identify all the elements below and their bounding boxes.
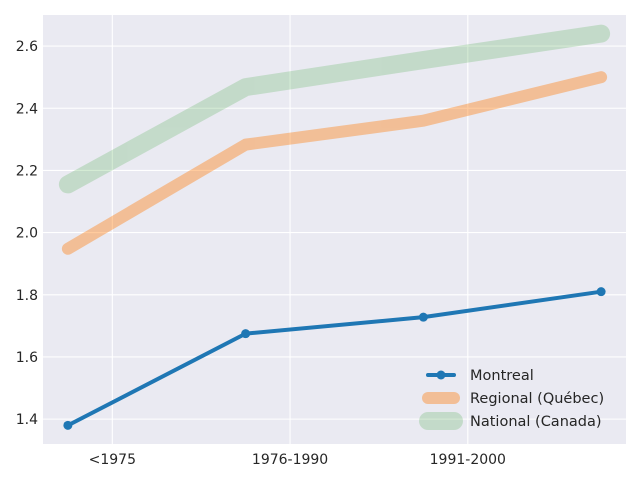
y-tick-label: 1.6 xyxy=(16,350,38,366)
y-tick-label: 2.0 xyxy=(16,226,38,242)
data-point-montreal xyxy=(241,329,251,339)
series-montreal xyxy=(63,287,606,430)
data-point-national-canada xyxy=(64,180,72,189)
data-point-montreal xyxy=(63,420,73,430)
y-tick-label: 2.4 xyxy=(16,101,38,117)
legend-label: Regional (Québec) xyxy=(470,391,604,407)
data-point-montreal xyxy=(596,287,606,297)
legend-item-national-canada xyxy=(419,412,463,430)
y-tick-label: 1.8 xyxy=(16,288,38,304)
data-point-regional-qu-bec xyxy=(63,244,72,253)
legend: Montreal Regional (Québec) National (Canad… xyxy=(419,368,604,430)
y-tick-label: 2.2 xyxy=(16,163,38,179)
series-line-national-canada xyxy=(58,24,611,194)
data-point-montreal xyxy=(418,312,428,322)
x-tick-label: 1976-1990 xyxy=(252,452,328,468)
y-tick-label: 2.6 xyxy=(16,39,38,55)
data-point-regional-qu-bec xyxy=(419,116,428,125)
data-point-national-canada xyxy=(419,56,427,64)
series-national-canada xyxy=(58,24,611,194)
data-point-regional-qu-bec xyxy=(597,73,606,82)
legend-marker xyxy=(437,394,445,402)
legend-marker xyxy=(436,370,446,380)
plot-area xyxy=(43,15,626,444)
x-tick-label: <1975 xyxy=(89,452,136,468)
data-point-national-canada xyxy=(242,83,250,91)
legend-marker xyxy=(437,417,445,425)
data-point-national-canada xyxy=(597,30,605,38)
y-tick-label: 1.4 xyxy=(16,412,38,428)
series-line-regional-qu-bec xyxy=(61,71,608,255)
legend-label: National (Canada) xyxy=(470,414,602,430)
data-point-regional-qu-bec xyxy=(241,140,250,149)
legend-item-regional-qu-bec xyxy=(422,392,460,404)
legend-label: Montreal xyxy=(470,368,534,384)
legend-item-montreal xyxy=(426,370,456,380)
series-regional-qu-bec xyxy=(61,71,608,255)
x-tick-label: 1991-2000 xyxy=(430,452,506,468)
series-line-montreal xyxy=(65,289,604,428)
